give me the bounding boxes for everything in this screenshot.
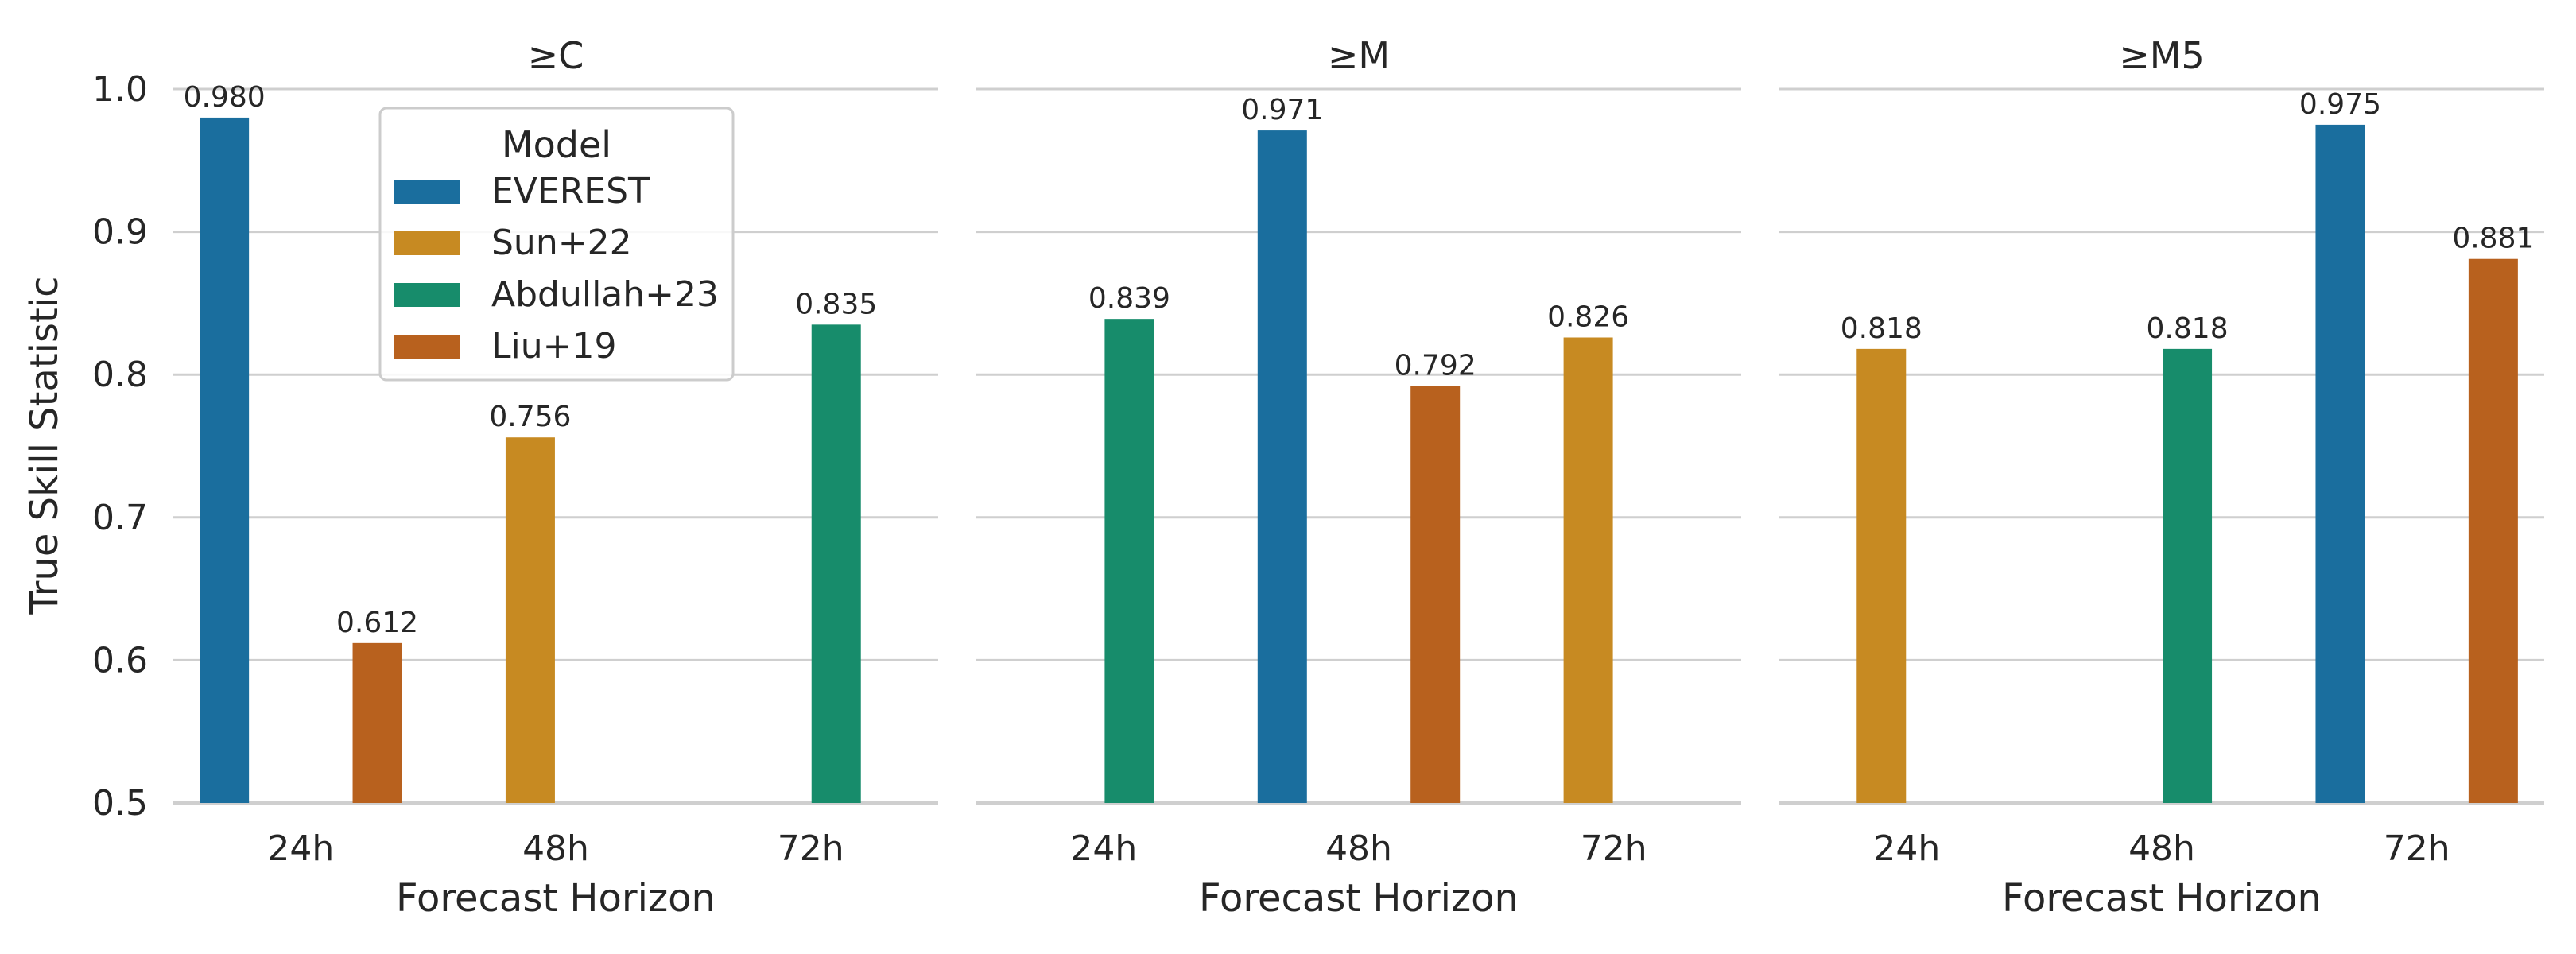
x-tick-label: 24h [1070,828,1137,869]
panel-title: ≥C [528,34,584,77]
panel-title: ≥M [1328,34,1390,77]
bar-value-label: 0.756 [489,401,571,433]
x-tick-label: 72h [2384,828,2450,869]
bar-liu-plus-19-24h [352,642,402,803]
legend-swatch-abdullah-plus-23 [394,283,460,307]
bar-liu-plus-19-72h [2468,258,2518,803]
bar-value-label: 0.818 [2147,312,2229,345]
x-tick-label: 24h [267,828,334,869]
x-axis-title: Forecast Horizon [1199,876,1519,921]
legend: Model EVEREST Sun+22 Abdullah+23 Liu+19 [378,107,735,382]
legend-frame [378,107,735,382]
panel-ge-m: ≥M 24h 48h 72h Forecast Horizon 0.839 0.971 0.7… [976,34,1741,921]
panel-ge-m5: ≥M5 24h 48h 72h Forecast Horizon 0.818 0.818 0.… [1779,34,2544,921]
x-axis-title: Forecast Horizon [2002,876,2322,921]
legend-swatch-sun-plus-22 [394,231,460,255]
y-tick-label: 0.6 [92,640,148,681]
bar-everest-48h [1257,130,1307,804]
bar-value-label: 0.826 [1547,301,1629,334]
panel-title: ≥M5 [2119,34,2205,77]
bar-value-label: 0.792 [1395,350,1476,382]
bar-everest-24h [200,117,250,804]
bar-sun-plus-22-48h [505,437,555,803]
bar-value-label: 0.612 [336,607,418,639]
legend-label-sun-plus-22: Sun+22 [491,223,632,263]
legend-title: Model [502,123,611,166]
bar-value-label: 0.975 [2299,88,2381,121]
y-tick-label: 1.0 [92,69,148,110]
x-tick-label: 72h [778,828,844,869]
y-tick-label: 0.8 [92,355,148,395]
legend-label-abdullah-plus-23: Abdullah+23 [491,274,719,315]
bar-value-label: 0.980 [184,81,266,114]
bar-everest-72h [2315,124,2365,803]
bar-abdullah-plus-23-24h [1104,319,1154,803]
bar-value-label: 0.971 [1241,94,1323,126]
y-tick-label: 0.9 [92,212,148,253]
bar-value-label: 0.839 [1088,282,1170,315]
x-tick-label: 72h [1581,828,1647,869]
bar-abdullah-plus-23-48h [2163,348,2213,803]
bar-liu-plus-19-48h [1410,386,1461,803]
x-tick-label: 48h [2128,828,2195,869]
x-tick-label: 48h [522,828,589,869]
x-tick-label: 48h [1325,828,1392,869]
legend-label-everest: EVEREST [491,171,650,211]
x-axis-title: Forecast Horizon [396,876,716,921]
y-tick-label: 0.7 [92,498,148,538]
bar-sun-plus-22-24h [1856,348,1907,803]
bar-abdullah-plus-23-72h [811,324,861,804]
legend-swatch-liu-plus-19 [394,335,460,359]
y-tick-label: 0.5 [92,783,148,824]
legend-label-liu-plus-19: Liu+19 [491,326,616,366]
bar-sun-plus-22-72h [1563,337,1613,803]
bar-value-label: 0.881 [2452,223,2534,255]
panel-ge-c: ≥C 24h 48h 72h Forecast Horizon 0.5 0.6 0.7 0.8 0… [92,34,938,921]
bar-value-label: 0.835 [795,288,877,320]
legend-swatch-everest [394,180,460,204]
bar-value-label: 0.818 [1841,312,1922,345]
y-axis-title: True Skill Statistic [22,276,67,615]
x-tick-label: 24h [1873,828,1940,869]
panels: ≥C 24h 48h 72h Forecast Horizon 0.5 0.6 0.7 0.8 0… [92,34,2544,921]
